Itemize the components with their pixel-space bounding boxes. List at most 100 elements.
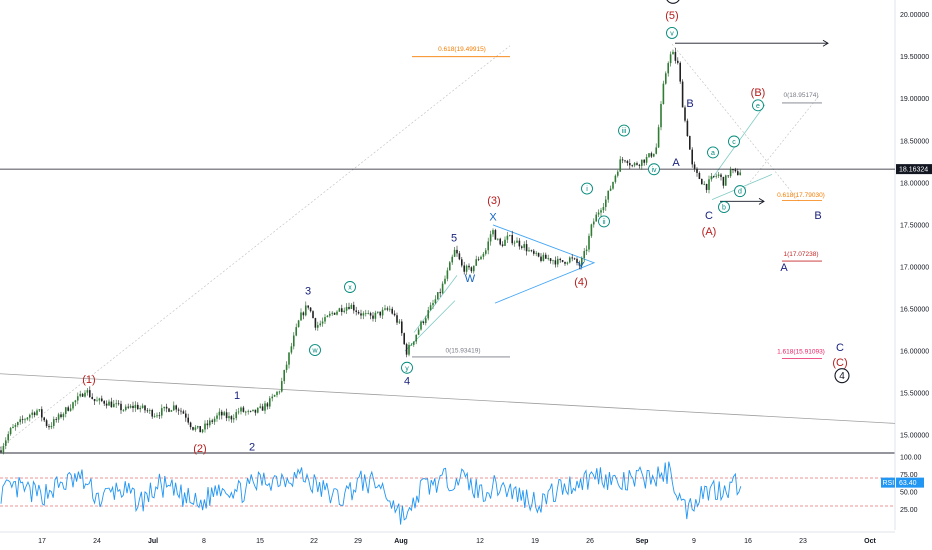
- candle-body: [679, 62, 681, 82]
- candle-body: [271, 396, 273, 399]
- candle-body: [425, 318, 427, 323]
- candle-body: [31, 412, 33, 415]
- candle-body: [381, 309, 384, 316]
- candle-body: [629, 163, 631, 166]
- candle-body: [223, 412, 225, 416]
- candle-body: [158, 415, 161, 417]
- candle-body: [537, 252, 540, 257]
- candle-body: [197, 426, 199, 428]
- candle-body: [739, 172, 741, 176]
- rsi-value-badge: [896, 477, 924, 488]
- candle-body: [564, 261, 566, 264]
- time-tick-label: 17: [38, 538, 46, 545]
- candle-body: [602, 207, 605, 211]
- candle-body: [29, 414, 31, 418]
- circled-wave-label: ii: [602, 219, 606, 226]
- candle-body: [722, 176, 725, 186]
- candle-body: [362, 313, 365, 316]
- candle-body: [465, 265, 468, 272]
- candle-body: [499, 238, 501, 245]
- wave-label: 1: [234, 390, 240, 402]
- candle-body: [444, 278, 446, 284]
- rsi-name-label: RSI: [883, 480, 895, 487]
- candle-body: [377, 311, 379, 313]
- candle-body: [614, 175, 617, 182]
- time-tick-label: Oct: [864, 538, 876, 545]
- candle-body: [681, 81, 684, 108]
- candle-body: [41, 409, 43, 418]
- candle-body: [653, 153, 655, 157]
- candle-body: [24, 419, 26, 421]
- candle-body: [401, 321, 403, 334]
- candle-body: [180, 410, 182, 412]
- candle-body: [590, 224, 593, 236]
- candle-body: [511, 235, 513, 244]
- candle-body: [38, 409, 41, 411]
- candle-body: [19, 419, 21, 423]
- candle-body: [108, 401, 110, 406]
- candle-body: [665, 73, 667, 84]
- candle-body: [305, 305, 307, 316]
- wave-label: 5: [451, 233, 457, 245]
- time-tick-label: 19: [531, 538, 539, 545]
- candle-body: [540, 256, 542, 261]
- candle-body: [257, 407, 259, 413]
- candle-body: [473, 265, 475, 272]
- candle-body: [129, 405, 132, 408]
- candle-body: [703, 183, 705, 185]
- circled-wave-marker: [401, 361, 413, 374]
- candle-body: [288, 352, 290, 365]
- candle-body: [372, 315, 374, 319]
- candle-body: [533, 250, 535, 254]
- price-tick-label: 19.00000: [900, 96, 929, 103]
- candle-body: [173, 405, 175, 411]
- candle-body: [84, 392, 86, 397]
- candle-body: [113, 403, 115, 408]
- candle-body: [441, 283, 444, 294]
- candle-body: [710, 176, 713, 180]
- triangle-pattern: [492, 224, 596, 304]
- candle-body: [329, 313, 331, 316]
- candle-body: [321, 321, 324, 324]
- candle-body: [645, 156, 648, 163]
- circled-wave-label: iii: [622, 128, 627, 135]
- candle-body: [209, 420, 211, 426]
- circled-wave-label: iv: [651, 167, 657, 174]
- circled-wave-marker: [728, 135, 740, 148]
- candle-body: [636, 163, 638, 165]
- candle-body: [569, 257, 571, 263]
- candle-body: [482, 253, 485, 257]
- candle-body: [672, 51, 674, 55]
- candle-body: [355, 310, 357, 312]
- candle-body: [290, 346, 293, 353]
- candle-body: [127, 406, 129, 408]
- dotted-projection: [739, 94, 821, 195]
- candle-body: [98, 398, 101, 401]
- candle-body: [69, 408, 72, 411]
- candle-body: [50, 425, 53, 428]
- candle-body: [648, 153, 650, 157]
- candle-body: [420, 321, 422, 330]
- price-tick-label: 17.00000: [900, 264, 929, 271]
- candle-body: [194, 427, 197, 430]
- candle-body: [506, 235, 509, 240]
- candle-body: [134, 404, 137, 409]
- circled-wave-label: v: [670, 31, 674, 38]
- candle-body: [408, 344, 410, 355]
- price-tick-label: 18.50000: [900, 138, 929, 145]
- candle-body: [177, 409, 180, 411]
- candle-body: [597, 212, 600, 215]
- candle-body: [233, 418, 235, 420]
- candle-body: [283, 369, 285, 382]
- circled-wave-label: y: [405, 365, 409, 372]
- candle-body: [549, 258, 552, 261]
- candle-body: [245, 411, 247, 413]
- candle-body: [163, 406, 165, 409]
- candle-body: [213, 418, 216, 422]
- candle-body: [55, 419, 57, 420]
- candle-body: [21, 419, 24, 420]
- candle-body: [122, 410, 125, 411]
- candle-body: [317, 325, 319, 328]
- time-tick-label: Sep: [636, 538, 649, 545]
- candle-body: [0, 450, 2, 453]
